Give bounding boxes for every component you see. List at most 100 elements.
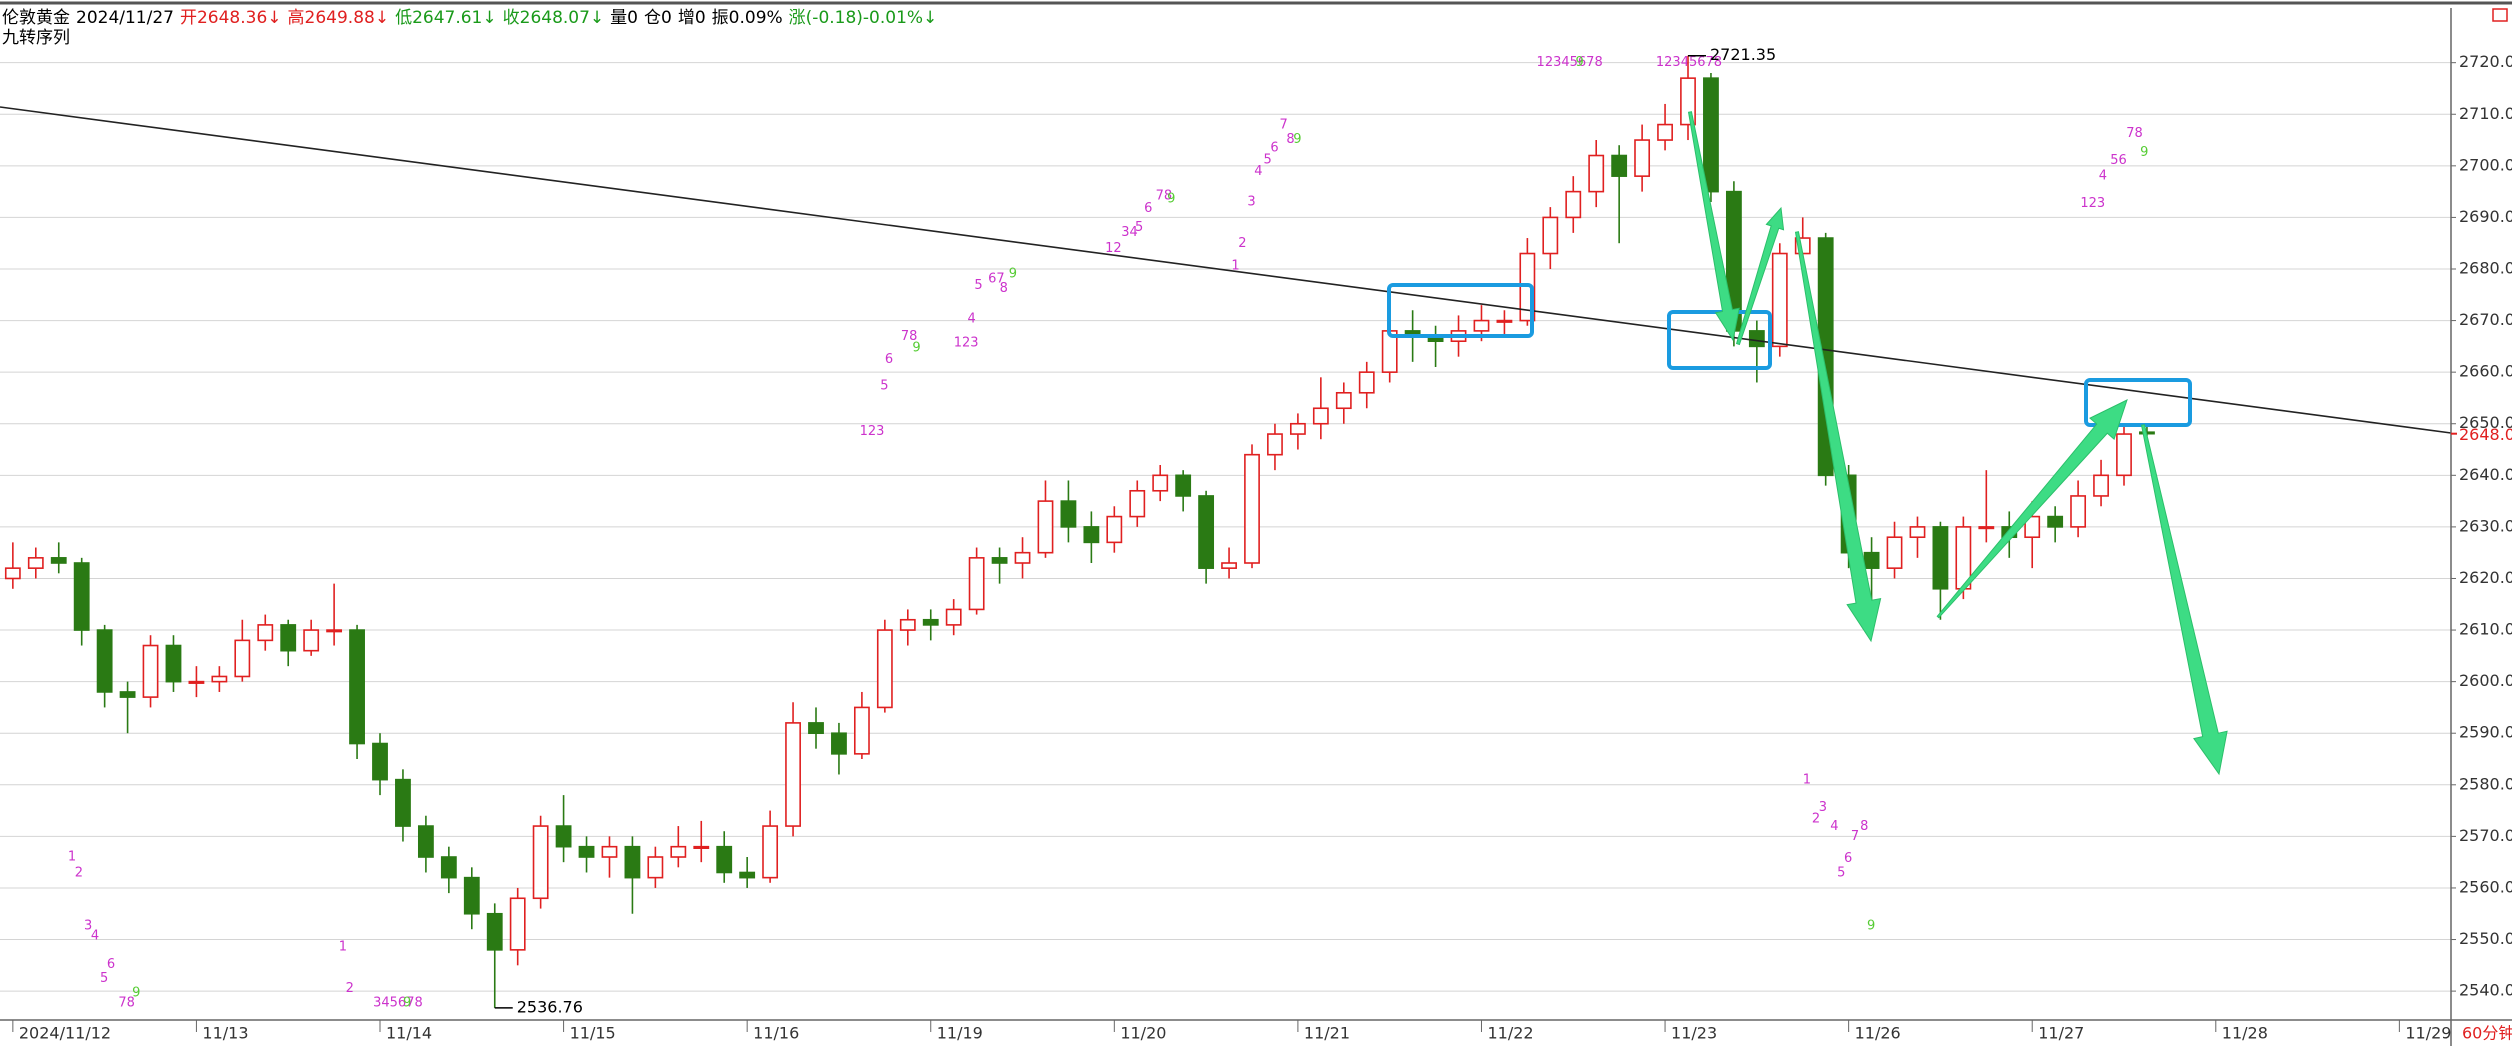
indicator-name: 九转序列 bbox=[2, 28, 70, 48]
corner-button[interactable] bbox=[2492, 8, 2508, 22]
candle-body bbox=[991, 557, 1008, 564]
sequence-label: 2 bbox=[75, 865, 83, 880]
header-item: 2024/11/27 bbox=[76, 8, 174, 28]
candle-body bbox=[1083, 526, 1100, 544]
sequence-label: 5 bbox=[880, 379, 888, 394]
x-tick-label: 11/26 bbox=[1855, 1024, 1901, 1043]
candle-body bbox=[1886, 536, 1903, 569]
sequence-label: 2 bbox=[1238, 236, 1246, 251]
candle-body bbox=[234, 639, 251, 678]
sequence-label: 8 bbox=[1860, 819, 1868, 834]
arrow bbox=[2140, 424, 2228, 776]
sequence-label: 9 bbox=[1293, 132, 1301, 147]
candle-body bbox=[968, 557, 985, 611]
x-tick-label: 11/20 bbox=[1120, 1024, 1166, 1043]
sequence-label: 9 bbox=[1576, 55, 1584, 70]
candle-body bbox=[2116, 433, 2132, 477]
candle-body bbox=[2047, 515, 2064, 528]
header-item: 涨(-0.18)-0.01%↓ bbox=[789, 8, 938, 28]
y-tick-label: 2560.00 bbox=[2459, 877, 2512, 896]
candle-body bbox=[1496, 319, 1513, 323]
candle-body bbox=[463, 876, 480, 915]
sequence-label: 9 bbox=[2140, 145, 2148, 160]
y-tick-label: 2700.00 bbox=[2459, 155, 2512, 174]
sequence-label: 4 bbox=[1254, 164, 1262, 179]
candle-body bbox=[1129, 489, 1146, 518]
sequence-label: 56 bbox=[2110, 153, 2127, 168]
sequence-label: 5 bbox=[1263, 153, 1271, 168]
candle-body bbox=[785, 722, 801, 827]
sequence-label: 4 bbox=[1830, 819, 1838, 834]
sequence-label: 9 bbox=[1867, 919, 1875, 934]
sequence-label: 9 bbox=[132, 986, 140, 1001]
candle-body bbox=[1175, 474, 1192, 497]
sequence-label: 123 bbox=[954, 335, 979, 350]
candle-body bbox=[922, 618, 939, 626]
header: 伦敦黄金 2024/11/27 开2648.36↓ 高2649.88↓ 低2647.61… bbox=[2, 8, 937, 28]
sequence-label: 6 bbox=[885, 352, 893, 367]
candle-body bbox=[1221, 562, 1237, 569]
candle-body bbox=[1014, 551, 1031, 564]
candle-body bbox=[1152, 474, 1169, 492]
candle-body bbox=[1932, 526, 1949, 590]
x-tick-label: 11/14 bbox=[386, 1024, 432, 1043]
candle-body bbox=[188, 680, 205, 684]
candle-body bbox=[670, 845, 687, 858]
candle-body bbox=[739, 871, 756, 879]
candle-body bbox=[96, 629, 113, 693]
candle-body bbox=[417, 825, 434, 858]
candle-body bbox=[1244, 453, 1260, 564]
x-tick-label: 11/19 bbox=[937, 1024, 983, 1043]
candle-body bbox=[1565, 190, 1582, 219]
sequence-label: 1 bbox=[1803, 773, 1811, 788]
candle-body bbox=[831, 732, 847, 755]
candle-body bbox=[2070, 495, 2087, 528]
candle-body bbox=[1611, 154, 1628, 177]
y-tick-label: 2650.00 bbox=[2459, 413, 2512, 432]
highlight-box bbox=[2084, 378, 2192, 427]
candle-body bbox=[1634, 139, 1651, 177]
candle-body bbox=[693, 845, 710, 849]
sequence-label: 7 bbox=[1851, 829, 1859, 844]
candle-body bbox=[716, 845, 733, 874]
candle-body bbox=[303, 629, 320, 652]
y-tick-label: 2570.00 bbox=[2459, 826, 2512, 845]
sequence-label: 8 bbox=[1000, 281, 1008, 296]
sequence-label: 34 bbox=[1121, 225, 1138, 240]
x-tick-label: 11/16 bbox=[753, 1024, 799, 1043]
candle-body bbox=[601, 845, 618, 858]
sequence-label: 3 bbox=[84, 919, 92, 934]
candle-body bbox=[1771, 252, 1788, 348]
y-tick-label: 2630.00 bbox=[2459, 516, 2512, 535]
candle-body bbox=[1358, 371, 1375, 394]
y-tick-label: 2610.00 bbox=[2459, 620, 2512, 639]
sequence-label: 5 bbox=[1837, 865, 1845, 880]
candle-body bbox=[2024, 515, 2041, 539]
sequence-label: 12 bbox=[1105, 241, 1122, 256]
candle-body bbox=[326, 629, 343, 633]
candle-body bbox=[1060, 500, 1077, 528]
sequence-label: 1 bbox=[339, 939, 347, 954]
candle-body bbox=[486, 912, 503, 951]
arrow bbox=[1687, 111, 1740, 342]
x-tick-label: 11/27 bbox=[2038, 1024, 2084, 1043]
x-tick-label: 11/29 bbox=[2405, 1024, 2451, 1043]
candle-body bbox=[1335, 391, 1352, 410]
header-item: 仓0 bbox=[644, 8, 672, 28]
x-tick-label: 11/13 bbox=[202, 1024, 248, 1043]
candle-body bbox=[899, 618, 916, 631]
candle-body bbox=[647, 856, 664, 879]
y-tick-label: 2640.00 bbox=[2459, 465, 2512, 484]
sequence-label: 6 bbox=[1144, 201, 1152, 216]
candle-body bbox=[555, 825, 572, 848]
x-tick-label: 11/23 bbox=[1671, 1024, 1717, 1043]
header-item: 高2649.88↓ bbox=[288, 8, 390, 28]
y-tick-label: 2580.00 bbox=[2459, 774, 2512, 793]
candle-body bbox=[1657, 123, 1673, 141]
x-tick-label: 11/15 bbox=[570, 1024, 616, 1043]
candle-body bbox=[1267, 433, 1283, 456]
candle-body bbox=[1863, 551, 1880, 569]
y-tick-label: 2620.00 bbox=[2459, 568, 2512, 587]
candle-body bbox=[440, 856, 457, 879]
